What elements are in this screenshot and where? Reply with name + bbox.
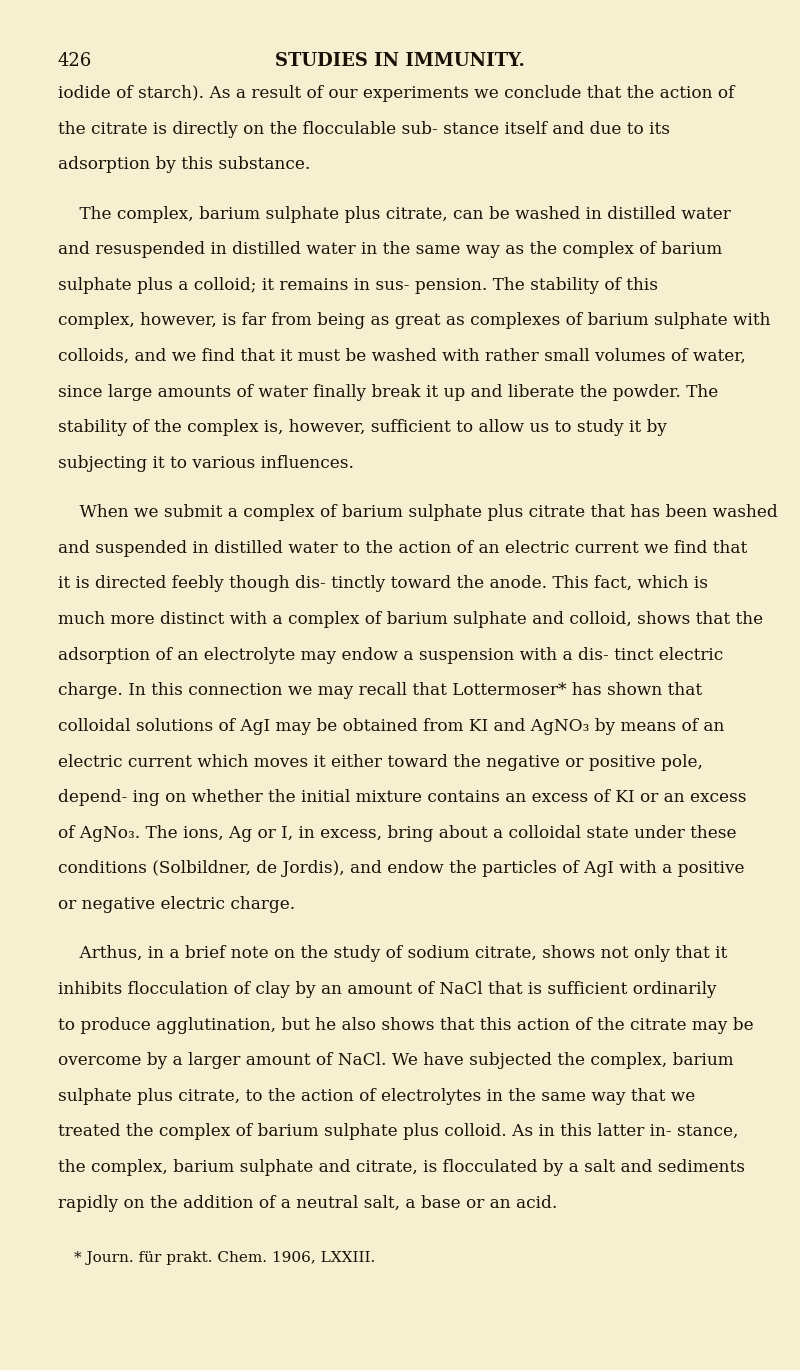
Text: it is directed feebly though dis- tinctly toward the anode. This fact, which is: it is directed feebly though dis- tinctl… [58, 575, 708, 592]
Text: much more distinct with a complex of barium sulphate and colloid, shows that the: much more distinct with a complex of bar… [58, 611, 762, 627]
Text: rapidly on the addition of a neutral salt, a base or an acid.: rapidly on the addition of a neutral sal… [58, 1195, 557, 1211]
Text: When we submit a complex of barium sulphate plus citrate that has been washed: When we submit a complex of barium sulph… [58, 504, 778, 521]
Text: The complex, barium sulphate plus citrate, can be washed in distilled water: The complex, barium sulphate plus citrat… [58, 206, 730, 222]
Text: sulphate plus a colloid; it remains in sus- pension. The stability of this: sulphate plus a colloid; it remains in s… [58, 277, 658, 293]
Text: complex, however, is far from being as great as complexes of barium sulphate wit: complex, however, is far from being as g… [58, 312, 770, 329]
Text: and suspended in distilled water to the action of an electric current we find th: and suspended in distilled water to the … [58, 540, 747, 556]
Text: STUDIES IN IMMUNITY.: STUDIES IN IMMUNITY. [275, 52, 525, 70]
Text: * Journ. für prakt. Chem. 1906, LXXIII.: * Journ. für prakt. Chem. 1906, LXXIII. [74, 1251, 375, 1265]
Text: the citrate is directly on the flocculable sub- stance itself and due to its: the citrate is directly on the flocculab… [58, 121, 670, 137]
Text: Arthus, in a brief note on the study of sodium citrate, shows not only that it: Arthus, in a brief note on the study of … [58, 945, 727, 962]
Text: or negative electric charge.: or negative electric charge. [58, 896, 295, 912]
Text: of AgNo₃. The ions, Ag or I, in excess, bring about a colloidal state under thes: of AgNo₃. The ions, Ag or I, in excess, … [58, 825, 736, 841]
Text: charge. In this connection we may recall that Lottermoser* has shown that: charge. In this connection we may recall… [58, 682, 702, 699]
Text: treated the complex of barium sulphate plus colloid. As in this latter in- stanc: treated the complex of barium sulphate p… [58, 1123, 738, 1140]
Text: adsorption by this substance.: adsorption by this substance. [58, 156, 310, 173]
Text: colloids, and we find that it must be washed with rather small volumes of water,: colloids, and we find that it must be wa… [58, 348, 746, 364]
Text: 426: 426 [58, 52, 92, 70]
Text: stability of the complex is, however, sufficient to allow us to study it by: stability of the complex is, however, su… [58, 419, 666, 436]
Text: subjecting it to various influences.: subjecting it to various influences. [58, 455, 354, 471]
Text: iodide of starch). As a result of our experiments we conclude that the action of: iodide of starch). As a result of our ex… [58, 85, 734, 101]
Text: sulphate plus citrate, to the action of electrolytes in the same way that we: sulphate plus citrate, to the action of … [58, 1088, 695, 1104]
Text: the complex, barium sulphate and citrate, is flocculated by a salt and sediments: the complex, barium sulphate and citrate… [58, 1159, 745, 1175]
Text: adsorption of an electrolyte may endow a suspension with a dis- tinct electric: adsorption of an electrolyte may endow a… [58, 647, 723, 663]
Text: conditions (Solbildner, de Jordis), and endow the particles of AgI with a positi: conditions (Solbildner, de Jordis), and … [58, 860, 744, 877]
Text: inhibits flocculation of clay by an amount of NaCl that is sufficient ordinarily: inhibits flocculation of clay by an amou… [58, 981, 716, 997]
Text: electric current which moves it either toward the negative or positive pole,: electric current which moves it either t… [58, 754, 702, 770]
Text: colloidal solutions of AgI may be obtained from KI and AgNO₃ by means of an: colloidal solutions of AgI may be obtain… [58, 718, 724, 734]
Text: to produce agglutination, but he also shows that this action of the citrate may : to produce agglutination, but he also sh… [58, 1017, 754, 1033]
Text: and resuspended in distilled water in the same way as the complex of barium: and resuspended in distilled water in th… [58, 241, 722, 258]
Text: overcome by a larger amount of NaCl. We have subjected the complex, barium: overcome by a larger amount of NaCl. We … [58, 1052, 734, 1069]
Text: since large amounts of water finally break it up and liberate the powder. The: since large amounts of water finally bre… [58, 384, 718, 400]
Text: depend- ing on whether the initial mixture contains an excess of KI or an excess: depend- ing on whether the initial mixtu… [58, 789, 746, 806]
